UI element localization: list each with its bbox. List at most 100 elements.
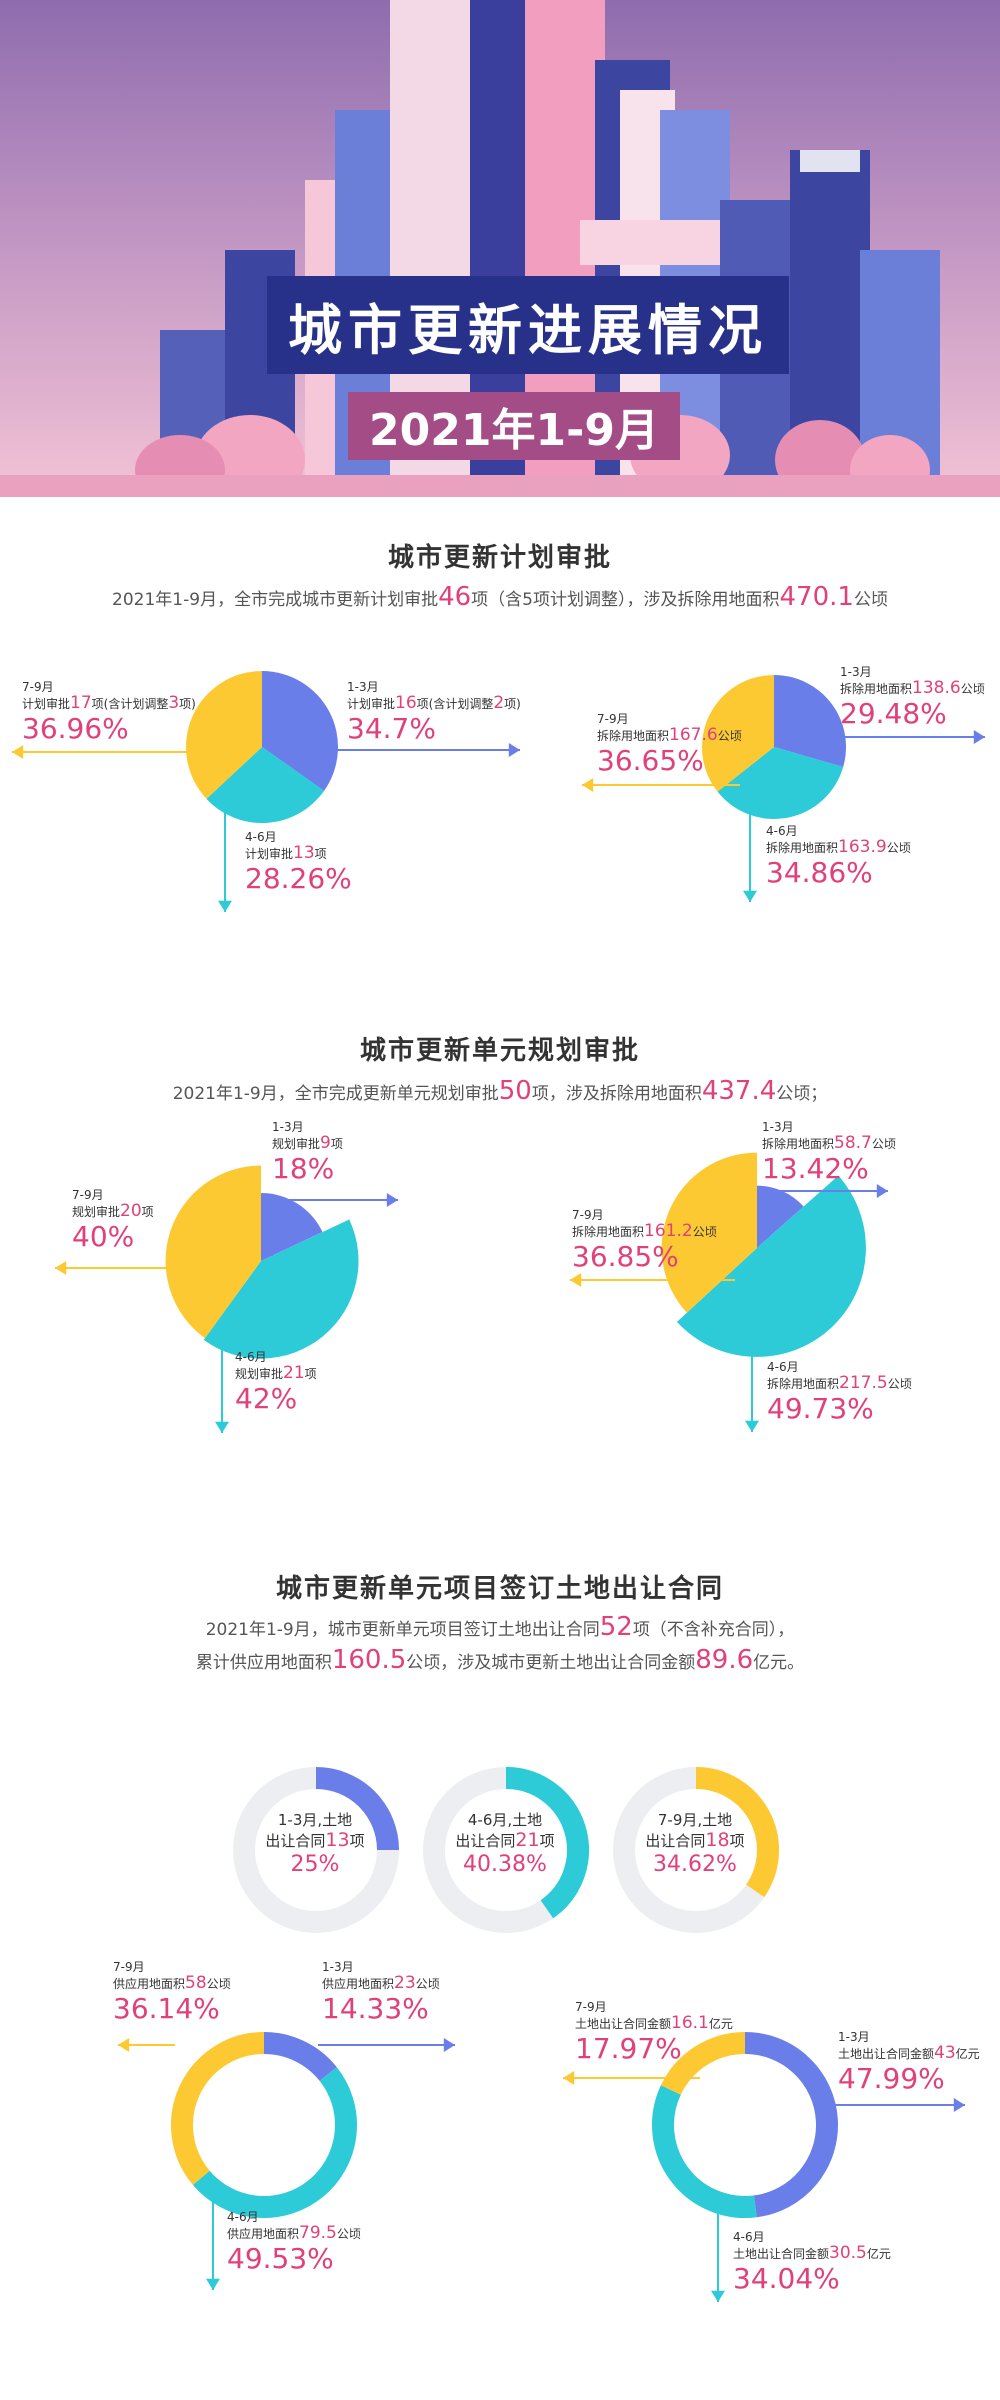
c1-ann-q3: 7-9月 拆除用地面积167.6公顷 36.65% xyxy=(597,712,742,777)
c6-q3-label: 土地出让合同金额 xyxy=(575,2017,672,2031)
c2-ann-q3: 7-9月 规划审批20项 40% xyxy=(72,1188,154,1253)
chart6-arrow-1-head xyxy=(711,2290,725,2302)
c5-q3-label: 公顷 xyxy=(206,1977,231,1991)
chart6-arrow-2-head xyxy=(563,2071,575,2085)
c3-q3-label: 拆除用地面积 xyxy=(572,1225,645,1239)
c3-ann-q2: 4-6月 拆除用地面积217.5公顷 49.73% xyxy=(767,1360,912,1425)
c1-q3-label: 公顷 xyxy=(717,729,742,743)
c6-ann-q2: 4-6月 土地出让合同金额30.5亿元 34.04% xyxy=(733,2230,891,2295)
c1-q2-value: 163.9 xyxy=(838,837,887,857)
c6-q2-value: 30.5 xyxy=(829,2243,867,2263)
ring-q2-value: 21 xyxy=(515,1829,540,1851)
c6-q1-label: 土地出让合同金额 xyxy=(838,2047,935,2061)
section1-summary-text: 项（含5项计划调整），涉及拆除用地面积 xyxy=(471,590,780,610)
ring-q2-label: 出让合同 xyxy=(455,1832,516,1850)
section3-contract-amount: 89.6 xyxy=(695,1645,754,1675)
c2-q3-value: 20 xyxy=(120,1201,142,1221)
c5-q2-percent: 49.53% xyxy=(227,2242,334,2275)
c1-q3-label: 拆除用地面积 xyxy=(597,729,670,743)
section3-summary-text: 2021年1-9月，城市更新单元项目签订土地出让合同 xyxy=(205,1620,600,1640)
section2-total-count: 50 xyxy=(498,1076,532,1106)
c5-q3-value: 58 xyxy=(185,1973,207,1993)
section2-summary-text: 2021年1-9月，全市完成更新单元规划审批 xyxy=(172,1084,499,1104)
chart5-arrow-2-head xyxy=(118,2038,130,2052)
section3-title: 城市更新单元项目签订土地出让合同 xyxy=(275,1574,724,1604)
chart4-ring-0-fill xyxy=(315,1767,399,1851)
ring-q2-line1: 4-6月,土地 xyxy=(467,1811,543,1829)
ring-label-q2: 4-6月,土地 出让合同21项 40.38% xyxy=(435,1810,575,1879)
c0-q3-label: 计划审批 xyxy=(22,697,71,711)
c5-ann-q3: 7-9月 供应用地面积58公顷 36.14% xyxy=(113,1960,231,2025)
chart3-arrow-1-head xyxy=(745,1420,759,1432)
ring-label-q1: 1-3月,土地 出让合同13项 25% xyxy=(245,1810,385,1879)
c0-q3-label: 项) xyxy=(179,697,196,711)
c3-q1-label: 拆除用地面积 xyxy=(762,1137,835,1151)
ring-q1-percent: 25% xyxy=(290,1852,340,1877)
c3-ann-q1: 1-3月 拆除用地面积58.7公顷 13.42% xyxy=(762,1120,896,1185)
ring-q3-label: 出让合同 xyxy=(645,1832,706,1850)
section2-summary-text: 公顷； xyxy=(776,1084,828,1104)
c3-q3-period: 7-9月 xyxy=(572,1208,604,1222)
c3-q3-percent: 36.85% xyxy=(572,1240,679,1273)
hero-title: 城市更新进展情况 xyxy=(288,298,768,362)
chart4-ring-2-fill xyxy=(695,1767,779,1898)
c6-q2-percent: 34.04% xyxy=(733,2262,840,2295)
c3-ann-q3: 7-9月 拆除用地面积161.2公顷 36.85% xyxy=(572,1208,717,1273)
section3-summary-text: 累计供应用地面积 xyxy=(195,1653,332,1673)
c6-q1-label: 亿元 xyxy=(955,2047,980,2061)
chart2-slice-1 xyxy=(203,1219,359,1359)
chart0-slice-2 xyxy=(186,671,262,799)
section2-title: 城市更新单元规划审批 xyxy=(359,1036,640,1066)
ring-q2-percent: 40.38% xyxy=(463,1852,547,1877)
c5-q2-label: 供应用地面积 xyxy=(227,2227,300,2241)
ring-q3-label: 项 xyxy=(729,1832,745,1850)
c3-q2-period: 4-6月 xyxy=(767,1360,799,1374)
chart5-slice-2 xyxy=(171,2032,265,2185)
chart0-slice-0 xyxy=(262,671,339,791)
c5-q3-percent: 36.14% xyxy=(113,1992,220,2025)
chart2-arrow-0-head xyxy=(386,1193,398,1207)
c6-q3-period: 7-9月 xyxy=(575,2000,607,2014)
c2-q2-label: 规划审批 xyxy=(235,1367,284,1381)
c6-q1-percent: 47.99% xyxy=(838,2062,945,2095)
c3-q1-percent: 13.42% xyxy=(762,1152,869,1185)
c1-q1-percent: 29.48% xyxy=(840,697,947,730)
ring-q2-label: 项 xyxy=(539,1832,555,1850)
c0-q1-value: 16 xyxy=(395,693,417,713)
c5-q1-value: 23 xyxy=(394,1973,416,1993)
chart2-arrow-1-head xyxy=(215,1421,229,1433)
c1-q2-period: 4-6月 xyxy=(766,824,798,838)
c0-ann-q1: 1-3月 计划审批16项(含计划调整2项) 34.7% xyxy=(347,680,521,745)
ring-q1-line1: 1-3月,土地 xyxy=(277,1811,353,1829)
c5-q3-label: 供应用地面积 xyxy=(113,1977,186,1991)
chart5-arrow-0-head xyxy=(443,2038,455,2052)
c2-q3-percent: 40% xyxy=(72,1220,135,1253)
chart0-arrow-1-head xyxy=(218,900,232,912)
c2-ann-q2: 4-6月 规划审批21项 42% xyxy=(235,1350,317,1415)
section1-summary-text: 2021年1-9月，全市完成城市更新计划审批 xyxy=(112,590,439,610)
c6-q3-label: 亿元 xyxy=(708,2017,733,2031)
c2-q2-period: 4-6月 xyxy=(235,1350,267,1364)
chart1-slice-2 xyxy=(701,675,774,792)
c5-q2-period: 4-6月 xyxy=(227,2210,259,2224)
c2-q3-label: 项 xyxy=(141,1205,154,1219)
c0-q3-label: 项(含计划调整 xyxy=(91,697,169,711)
c3-q2-percent: 49.73% xyxy=(767,1392,874,1425)
chart3-slice-0 xyxy=(757,1185,804,1248)
c5-q1-label: 公顷 xyxy=(415,1977,440,1991)
section1-total-area: 470.1 xyxy=(779,582,854,612)
c0-q1-label: 项) xyxy=(504,697,521,711)
c1-q3-period: 7-9月 xyxy=(597,712,629,726)
c3-q3-label: 公顷 xyxy=(692,1225,717,1239)
c2-q1-percent: 18% xyxy=(272,1152,335,1185)
section3-summary-text: 项（不含补充合同）， xyxy=(632,1620,795,1640)
section2-total-area: 437.4 xyxy=(701,1076,777,1106)
ring-q1-label: 出让合同 xyxy=(265,1832,326,1850)
chart6-arrow-0-head xyxy=(953,2098,965,2112)
c1-q1-label: 拆除用地面积 xyxy=(840,682,913,696)
c0-q1-label: 项(含计划调整 xyxy=(416,697,494,711)
c0-q1-label: 计划审批 xyxy=(347,697,396,711)
c1-q1-label: 公顷 xyxy=(960,682,985,696)
chart3-arrow-0-line xyxy=(758,1190,888,1244)
